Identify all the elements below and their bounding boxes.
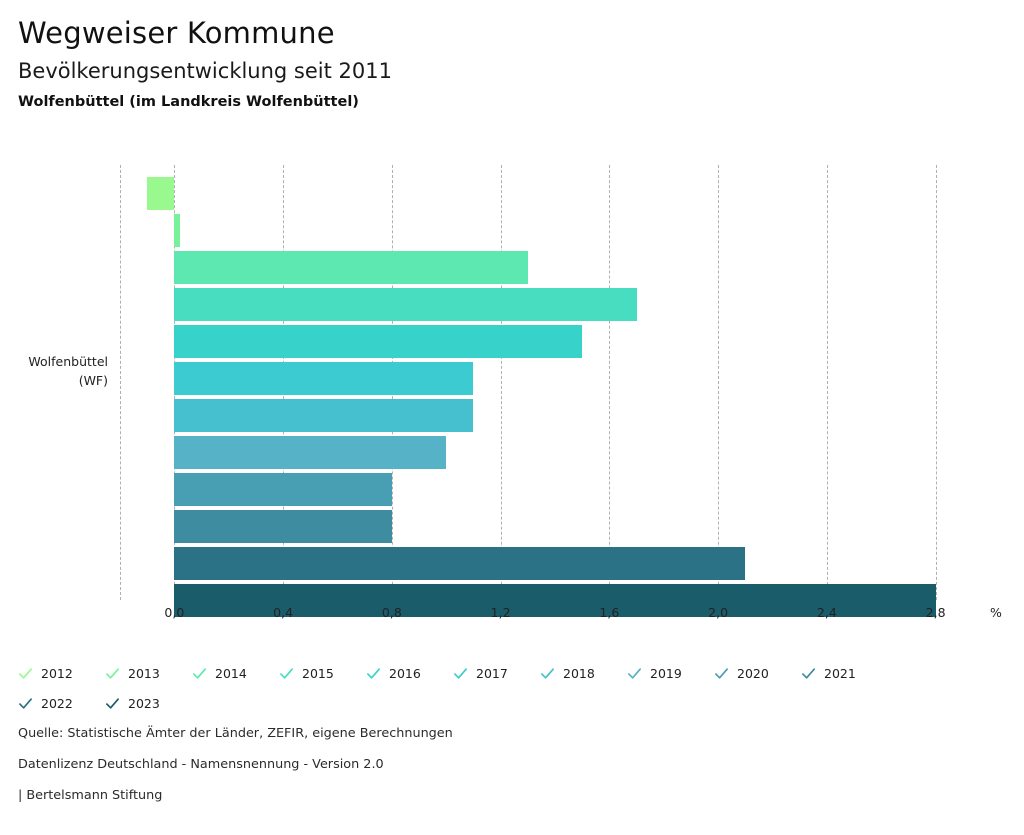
- check-icon[interactable]: [192, 666, 207, 681]
- gridline: [935, 165, 937, 600]
- bar-row[interactable]: [120, 251, 990, 284]
- bar-row[interactable]: [120, 362, 990, 395]
- y-axis-label-line2: (WF): [78, 372, 108, 388]
- legend-item-2016[interactable]: 2016: [366, 661, 453, 685]
- legend-label: 2020: [737, 665, 769, 681]
- plot-area: [120, 165, 990, 617]
- bar-2016[interactable]: [174, 325, 583, 358]
- check-icon[interactable]: [540, 666, 555, 681]
- legend-label: 2022: [41, 695, 73, 711]
- bar-row[interactable]: [120, 214, 990, 247]
- legend-label: 2023: [128, 695, 160, 711]
- bar-row[interactable]: [120, 325, 990, 358]
- legend-label: 2017: [476, 665, 508, 681]
- legend-label: 2013: [128, 665, 160, 681]
- bar-row[interactable]: [120, 436, 990, 469]
- legend-item-2020[interactable]: 2020: [714, 661, 801, 685]
- chart-footer: Quelle: Statistische Ämter der Länder, Z…: [18, 726, 918, 820]
- bar-2013[interactable]: [174, 214, 180, 247]
- check-icon[interactable]: [18, 696, 33, 711]
- bar-2017[interactable]: [174, 362, 474, 395]
- legend-label: 2021: [824, 665, 856, 681]
- footer-publisher: | Bertelsmann Stiftung: [18, 787, 163, 803]
- x-tick-label: 2,0: [708, 605, 729, 620]
- legend-label: 2019: [650, 665, 682, 681]
- bar-row[interactable]: [120, 584, 990, 617]
- legend-label: 2015: [302, 665, 334, 681]
- check-icon[interactable]: [105, 696, 120, 711]
- bar-2023[interactable]: [174, 584, 936, 617]
- check-icon[interactable]: [105, 666, 120, 681]
- gridline: [609, 165, 611, 600]
- chart-container: Wolfenbüttel (WF) % 0,0 0,4 0,8 1,2 1,6 2,0 2,…: [0, 150, 1024, 620]
- bar-row[interactable]: [120, 177, 990, 210]
- legend-row: 2022 2023: [18, 688, 1008, 718]
- x-tick-label: 1,2: [490, 605, 511, 620]
- footer-source: Quelle: Statistische Ämter der Länder, Z…: [18, 726, 453, 741]
- chart-region-label: Wolfenbüttel (im Landkreis Wolfenbüttel): [18, 93, 359, 110]
- bar-series: [120, 177, 990, 617]
- bar-row[interactable]: [120, 288, 990, 321]
- bar-2022[interactable]: [174, 547, 746, 580]
- legend-item-2014[interactable]: 2014: [192, 661, 279, 685]
- bar-row[interactable]: [120, 510, 990, 543]
- x-tick-label: 0,4: [273, 605, 294, 620]
- bar-row[interactable]: [120, 473, 990, 506]
- gridline: [826, 165, 828, 600]
- chart-legend: 2012 2013 2014 2015 2016 2017 2018 2019 2020 2021…: [18, 658, 1008, 718]
- check-icon[interactable]: [279, 666, 294, 681]
- legend-item-2019[interactable]: 2019: [627, 661, 714, 685]
- legend-item-2018[interactable]: 2018: [540, 661, 627, 685]
- legend-item-2013[interactable]: 2013: [105, 661, 192, 685]
- check-icon[interactable]: [18, 666, 33, 681]
- bar-2012[interactable]: [147, 177, 175, 210]
- y-axis-label: Wolfenbüttel (WF): [0, 353, 108, 391]
- legend-row: 2012 2013 2014 2015 2016 2017 2018 2019 2020 2021: [18, 658, 1008, 688]
- legend-item-2015[interactable]: 2015: [279, 661, 366, 685]
- legend-item-2017[interactable]: 2017: [453, 661, 540, 685]
- bar-row[interactable]: [120, 399, 990, 432]
- legend-item-2023[interactable]: 2023: [105, 691, 192, 715]
- check-icon[interactable]: [801, 666, 816, 681]
- bar-2021[interactable]: [174, 510, 392, 543]
- x-tick-label: 0,8: [381, 605, 402, 620]
- legend-label: 2016: [389, 665, 421, 681]
- bar-row[interactable]: [120, 547, 990, 580]
- chart-header: Wegweiser Kommune Bevölkerungsentwicklun…: [0, 0, 1024, 111]
- x-axis: % 0,0 0,4 0,8 1,2 1,6 2,0 2,4 2,8: [120, 605, 1020, 629]
- legend-item-2012[interactable]: 2012: [18, 661, 105, 685]
- check-icon[interactable]: [453, 666, 468, 681]
- check-icon[interactable]: [714, 666, 729, 681]
- bar-2019[interactable]: [174, 436, 447, 469]
- y-axis-label-line1: Wolfenbüttel: [28, 354, 108, 369]
- legend-label: 2014: [215, 665, 247, 681]
- check-icon[interactable]: [366, 666, 381, 681]
- gridline: [120, 165, 121, 600]
- bar-2015[interactable]: [174, 288, 637, 321]
- x-axis-unit-label: %: [990, 605, 1002, 620]
- page-title: Wegweiser Kommune: [18, 16, 335, 50]
- legend-item-2022[interactable]: 2022: [18, 691, 105, 715]
- gridline: [500, 165, 502, 600]
- legend-label: 2018: [563, 665, 595, 681]
- bar-2018[interactable]: [174, 399, 474, 432]
- x-tick-label: 2,4: [816, 605, 837, 620]
- chart-subtitle: Bevölkerungsentwicklung seit 2011: [18, 58, 392, 83]
- bar-2014[interactable]: [174, 251, 528, 284]
- footer-license: Datenlizenz Deutschland - Namensnennung …: [18, 756, 384, 772]
- legend-label: 2012: [41, 665, 73, 681]
- x-tick-label: 1,6: [599, 605, 620, 620]
- bar-2020[interactable]: [174, 473, 392, 506]
- x-tick-label: 0,0: [164, 605, 185, 620]
- legend-item-2021[interactable]: 2021: [801, 661, 888, 685]
- x-tick-label: 2,8: [925, 605, 946, 620]
- gridline: [718, 165, 720, 600]
- check-icon[interactable]: [627, 666, 642, 681]
